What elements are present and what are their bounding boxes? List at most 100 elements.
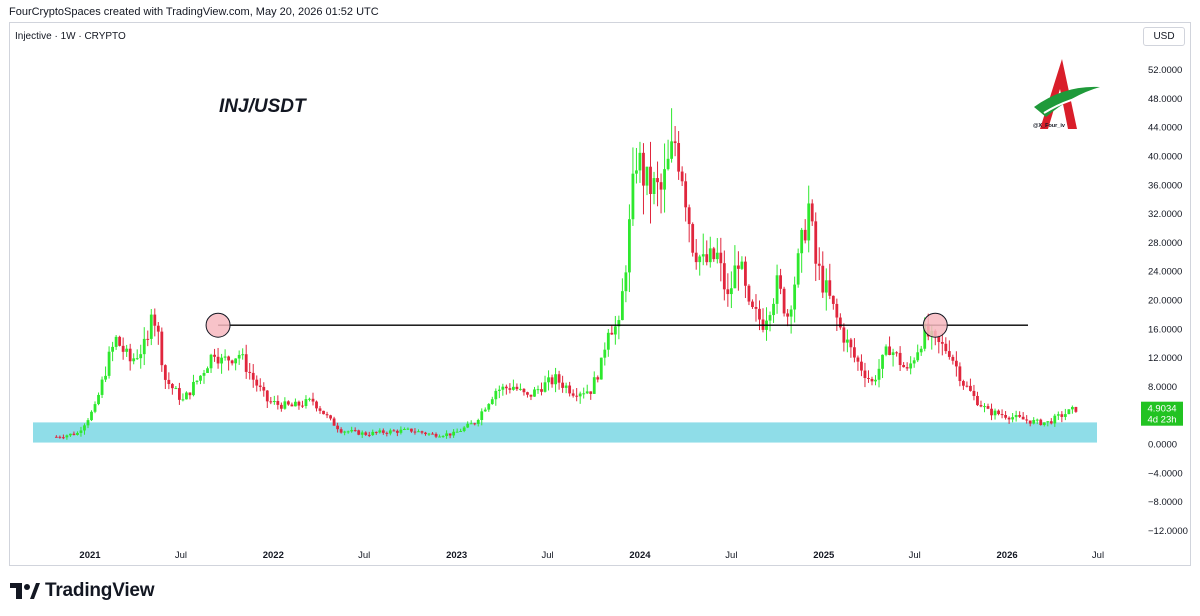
candle-body — [445, 433, 448, 437]
y-tick-label: 36.0000 — [1148, 180, 1182, 191]
candle-body — [649, 166, 652, 195]
candle-body — [406, 428, 410, 430]
candle-body — [424, 432, 427, 435]
y-tick-label: 52.0000 — [1148, 65, 1182, 76]
currency-button[interactable]: USD — [1143, 27, 1185, 46]
symbol-info: Injective · 1W · CRYPTO — [15, 31, 126, 42]
candle-body — [786, 313, 790, 317]
candle-body — [459, 431, 463, 433]
candle-body — [1035, 419, 1039, 421]
candle-body — [262, 386, 266, 391]
candle-body — [666, 158, 670, 170]
candle-body — [803, 229, 807, 241]
candle-body — [810, 203, 814, 222]
x-tick-label: Jul — [909, 550, 921, 561]
candle-body — [902, 365, 906, 368]
candle-body — [708, 248, 712, 263]
candle-body — [628, 219, 631, 273]
x-tick-label: Jul — [725, 550, 737, 561]
candle-body — [230, 360, 234, 364]
candle-body — [304, 399, 308, 407]
candle-body — [241, 354, 245, 356]
candle-body — [104, 375, 107, 380]
candle-body — [251, 372, 255, 380]
tradingview-logo[interactable]: TradingView — [10, 580, 155, 602]
candle-body — [346, 431, 350, 433]
candle-body — [508, 388, 512, 390]
candle-body — [842, 327, 846, 343]
candle-body — [61, 437, 65, 439]
candle-body — [631, 173, 635, 220]
candle-body — [497, 389, 501, 391]
y-tick-label: 40.0000 — [1148, 152, 1182, 163]
candle-body — [642, 152, 645, 186]
candle-body — [1039, 419, 1043, 425]
candle-body — [853, 347, 856, 358]
candle-body — [69, 433, 72, 436]
candle-body — [185, 392, 188, 400]
x-tick-label: 2026 — [997, 550, 1018, 561]
candle-body — [884, 346, 888, 355]
candle-body — [863, 370, 867, 378]
candle-body — [234, 358, 238, 364]
candle-body — [269, 401, 273, 403]
candle-body — [209, 354, 213, 369]
candle-body — [290, 404, 294, 407]
bar-countdown: 4d 23h — [1147, 415, 1176, 426]
candle-body — [937, 335, 941, 343]
candle-body — [599, 357, 603, 380]
candle-body — [367, 434, 371, 436]
candle-body — [990, 408, 993, 416]
candle-body — [153, 314, 157, 326]
candle-body — [381, 430, 385, 433]
candle-body — [519, 388, 522, 390]
candle-body — [522, 388, 526, 393]
y-tick-label: −12.0000 — [1148, 526, 1188, 537]
candle-body — [473, 423, 477, 425]
candle-body — [206, 368, 209, 373]
candle-body — [195, 380, 199, 382]
candle-body — [814, 221, 818, 264]
candle-body — [701, 254, 705, 257]
x-tick-label: Jul — [175, 550, 187, 561]
chart-frame — [9, 22, 1191, 566]
candle-body — [202, 372, 206, 376]
candle-body — [156, 325, 160, 332]
candle-body — [248, 371, 252, 373]
candle-body — [1021, 416, 1025, 420]
candle-body — [286, 401, 290, 405]
candle-body — [554, 374, 557, 385]
candle-body — [993, 410, 997, 416]
candle-body — [297, 401, 301, 406]
candle-body — [589, 391, 593, 394]
candle-body — [1011, 417, 1015, 420]
candle-body — [79, 430, 83, 433]
candle-body — [90, 411, 93, 421]
candle-body — [410, 428, 413, 432]
candle-body — [315, 401, 318, 409]
candle-body — [160, 331, 164, 366]
candle-body — [1018, 415, 1022, 417]
candle-body — [733, 265, 737, 289]
candle-body — [838, 317, 842, 328]
candle-body — [807, 203, 811, 241]
candle-body — [961, 381, 965, 386]
candle-body — [1074, 406, 1078, 412]
candle-body — [831, 295, 835, 304]
y-tick-label: 20.0000 — [1148, 296, 1182, 307]
candle-body — [575, 395, 579, 397]
candle-body — [441, 436, 445, 438]
candle-body — [722, 263, 726, 290]
candle-body — [128, 348, 132, 362]
candle-body — [680, 171, 684, 182]
candle-body — [438, 436, 441, 438]
candle-body — [874, 379, 877, 382]
candle-body — [652, 178, 656, 195]
candle-body — [431, 433, 434, 435]
candle-body — [237, 354, 241, 359]
candle-body — [656, 178, 659, 183]
candle-body — [691, 224, 695, 253]
candle-body — [501, 386, 505, 390]
candle-body — [1007, 417, 1011, 420]
